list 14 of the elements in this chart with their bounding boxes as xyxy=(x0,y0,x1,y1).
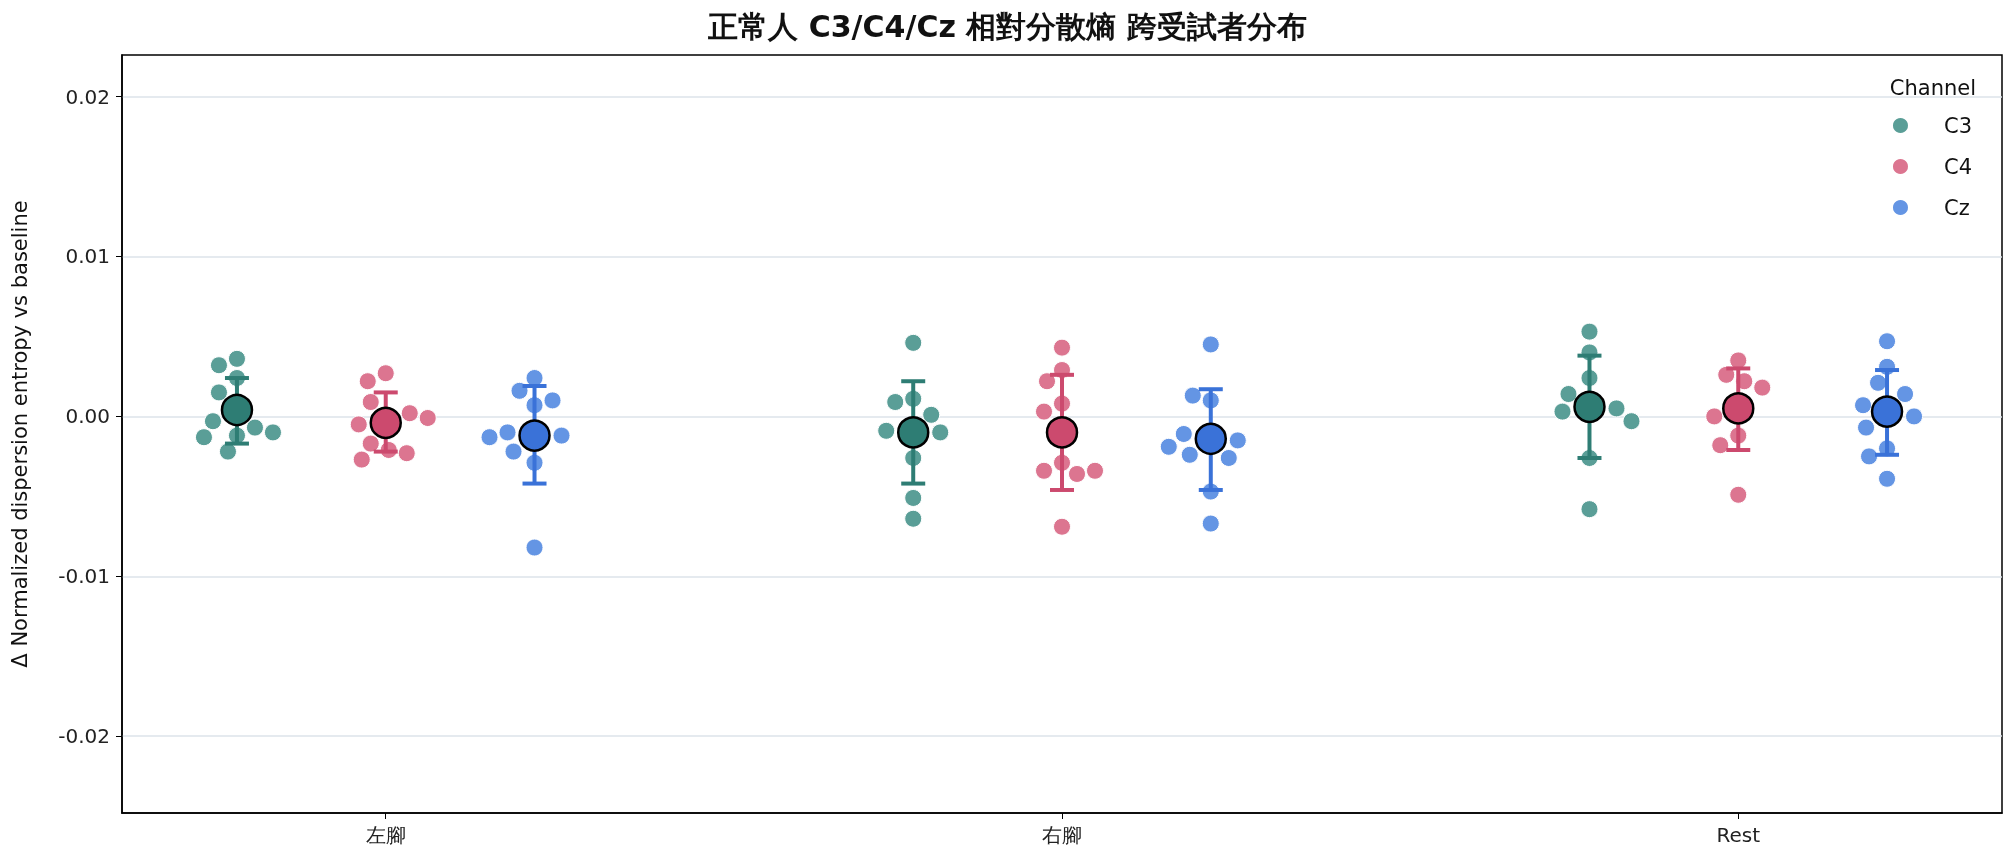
y-tick-label: 0.01 xyxy=(65,244,110,269)
legend-label: C3 xyxy=(1943,113,1973,138)
y-tick-label: 0.00 xyxy=(65,404,110,429)
x-tick-label: Rest xyxy=(1716,823,1761,847)
x-tick-label: 右腳 xyxy=(1042,823,1082,847)
legend-label: Cz xyxy=(1943,195,1970,220)
legend-title: Channel xyxy=(1889,75,1976,100)
y-tick-label: 0.02 xyxy=(65,84,110,109)
x-tick-label: 左腳 xyxy=(365,823,406,847)
y-axis-title: Δ Normalized dispersion entropy vs baseline xyxy=(7,200,32,668)
y-tick-label: -0.02 xyxy=(58,724,110,749)
y-tick-label: -0.01 xyxy=(58,564,110,589)
legend-label: C4 xyxy=(1943,154,1973,179)
chart-title: 正常人 C3/C4/Cz 相對分散熵 跨受試者分布 xyxy=(707,8,1307,44)
